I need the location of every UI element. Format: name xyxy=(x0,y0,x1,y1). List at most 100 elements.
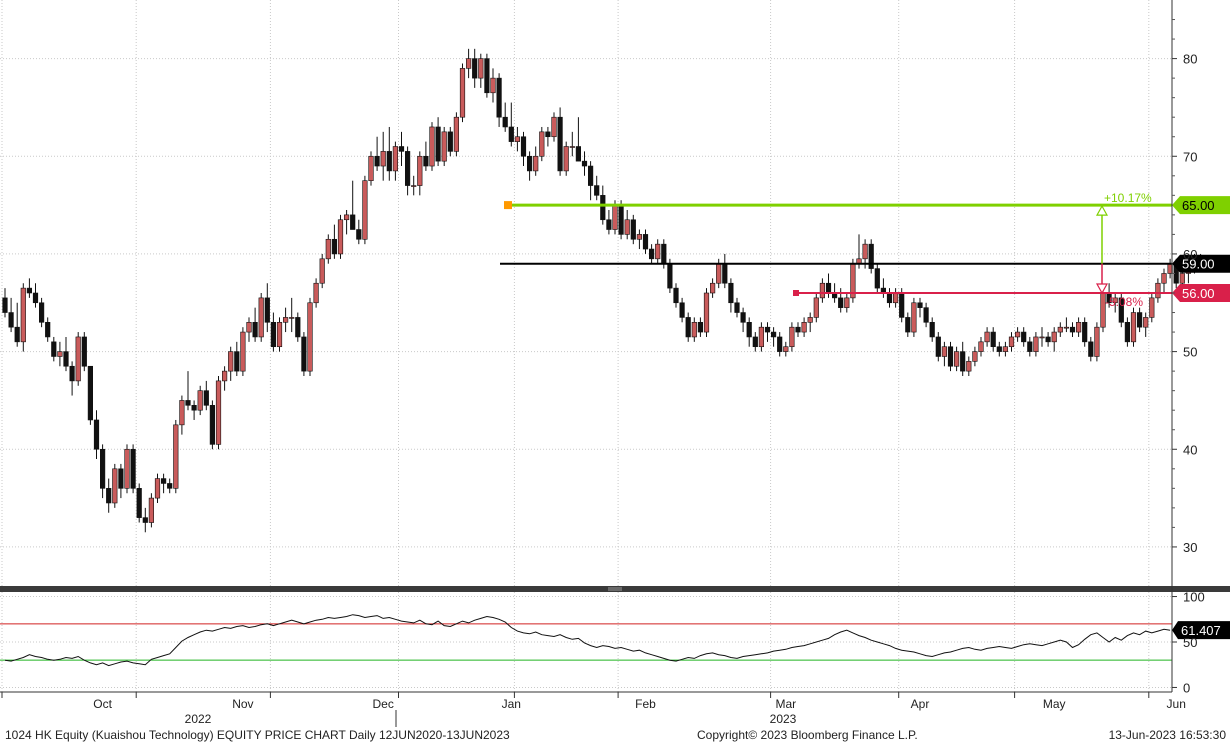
month-label-nov: Nov xyxy=(232,697,253,711)
candle-body-84 xyxy=(514,136,520,142)
candle-body-14 xyxy=(87,365,93,421)
candle-body-161 xyxy=(984,331,990,343)
candle-body-113 xyxy=(691,321,697,338)
price-tick-label-30: 30 xyxy=(1183,540,1197,555)
candle-body-108 xyxy=(661,243,667,265)
candle-body-76 xyxy=(465,58,472,69)
candle-body-90 xyxy=(551,116,557,138)
rsi-value-tag-bg xyxy=(1172,621,1230,640)
price-levels: +10.17% -5.08% 65.00 59.00 56.00 xyxy=(500,191,1230,309)
price-tick-label-70: 70 xyxy=(1183,149,1197,164)
candle-body-151 xyxy=(923,307,929,323)
candle-body-29 xyxy=(179,400,185,426)
footer-copyright: Copyright© 2023 Bloomberg Finance L.P. xyxy=(697,728,918,742)
candle-body-186 xyxy=(1137,312,1143,328)
candle-body-46 xyxy=(282,317,289,323)
axis-labels: 30 40 50 60 70 80 0 50 100 Oct Nov Dec Jan Feb Mar Apr M… xyxy=(93,52,1204,726)
candle-body-157 xyxy=(960,351,966,372)
candle-body-99 xyxy=(606,219,612,230)
upper-target-tag-bg xyxy=(1172,196,1230,215)
candle-body-86 xyxy=(526,155,533,172)
candle-body-168 xyxy=(1027,341,1033,352)
candle-body-34 xyxy=(209,405,216,445)
month-label-apr: Apr xyxy=(911,697,930,711)
candle-body-78 xyxy=(478,58,484,79)
candle-body-106 xyxy=(648,248,655,260)
rsi-tick-label-50: 50 xyxy=(1183,635,1197,650)
month-label-may: May xyxy=(1043,697,1066,711)
candle-body-155 xyxy=(947,346,954,367)
candle-body-120 xyxy=(734,302,740,313)
candle-body-7 xyxy=(45,321,51,338)
candle-body-101 xyxy=(618,204,624,235)
candle-body-115 xyxy=(703,292,710,333)
candle-body-81 xyxy=(496,77,502,118)
candle-body-126 xyxy=(770,331,777,338)
candle-body-23 xyxy=(142,517,148,523)
candle-body-27 xyxy=(167,483,173,489)
candle-body-138 xyxy=(844,297,850,308)
candle-body-62 xyxy=(380,151,386,167)
candle-body-54 xyxy=(331,238,338,255)
axes xyxy=(0,0,1230,727)
candle-body-49 xyxy=(301,336,307,372)
candle-body-193 xyxy=(1179,273,1185,284)
candle-body-135 xyxy=(825,282,832,294)
candle-body-85 xyxy=(520,136,527,157)
candle-body-95 xyxy=(581,160,588,167)
candle-body-63 xyxy=(386,151,392,172)
current-price-tag-bg xyxy=(1172,254,1230,273)
candle-body-0 xyxy=(2,297,8,313)
candle-body-18 xyxy=(112,468,118,504)
candle-body-145 xyxy=(886,292,893,304)
candle-body-45 xyxy=(276,321,283,348)
price-tick-label-60: 60 xyxy=(1183,247,1197,262)
candle-body-33 xyxy=(203,390,209,406)
candle-body-57 xyxy=(350,214,356,230)
candle-body-153 xyxy=(935,336,941,357)
candle-body-50 xyxy=(307,302,313,372)
candle-body-87 xyxy=(533,155,539,172)
candle-body-117 xyxy=(716,263,722,284)
candle-body-51 xyxy=(313,282,319,304)
candle-body-123 xyxy=(752,336,758,348)
price-tick-label-80: 80 xyxy=(1183,52,1197,67)
footer-timestamp: 13-Jun-2023 16:53:30 xyxy=(1108,728,1226,742)
rsi-tick-label-0: 0 xyxy=(1183,680,1190,695)
candle-body-183 xyxy=(1118,297,1124,323)
candle-body-39 xyxy=(240,331,246,372)
candle-body-128 xyxy=(783,346,789,352)
candle-body-83 xyxy=(508,126,514,142)
price-tick-label-40: 40 xyxy=(1183,442,1197,457)
candle-body-6 xyxy=(38,302,45,323)
candle-body-74 xyxy=(453,116,460,152)
candle-body-146 xyxy=(892,292,899,304)
candle-body-61 xyxy=(374,155,380,167)
candle-body-111 xyxy=(679,302,685,318)
candle-body-56 xyxy=(343,214,350,221)
candle-body-158 xyxy=(966,361,972,372)
candle-body-68 xyxy=(417,155,423,186)
candle-body-79 xyxy=(484,58,490,94)
lower-target-anchor xyxy=(793,290,799,296)
candle-body-150 xyxy=(917,302,923,308)
footer-security-title: 1024 HK Equity (Kuaishou Technology) EQU… xyxy=(5,728,510,742)
candle-body-47 xyxy=(289,317,295,319)
candle-body-5 xyxy=(32,292,39,304)
candle-body-30 xyxy=(185,400,191,406)
candle-body-98 xyxy=(600,195,606,221)
rsi-grid xyxy=(0,592,1172,692)
year-label-2023: 2023 xyxy=(770,712,797,726)
candle-body-142 xyxy=(868,243,874,269)
year-label-2022: 2022 xyxy=(185,712,212,726)
candle-body-131 xyxy=(801,321,807,333)
candle-body-52 xyxy=(319,258,325,284)
candle-body-13 xyxy=(81,336,87,367)
upside-arrow-head xyxy=(1095,204,1109,216)
lower-target-tag-bg xyxy=(1172,284,1230,302)
candle-body-112 xyxy=(685,317,691,338)
candle-body-105 xyxy=(642,234,649,250)
candle-body-147 xyxy=(899,292,905,318)
candle-body-167 xyxy=(1021,331,1027,343)
